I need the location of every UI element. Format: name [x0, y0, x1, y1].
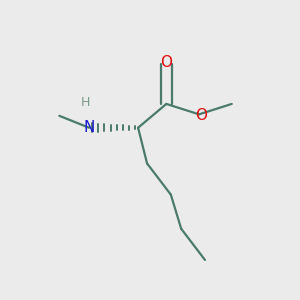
Text: O: O [160, 55, 172, 70]
Text: H: H [80, 96, 90, 109]
Text: N: N [83, 120, 95, 135]
Text: O: O [195, 108, 207, 123]
